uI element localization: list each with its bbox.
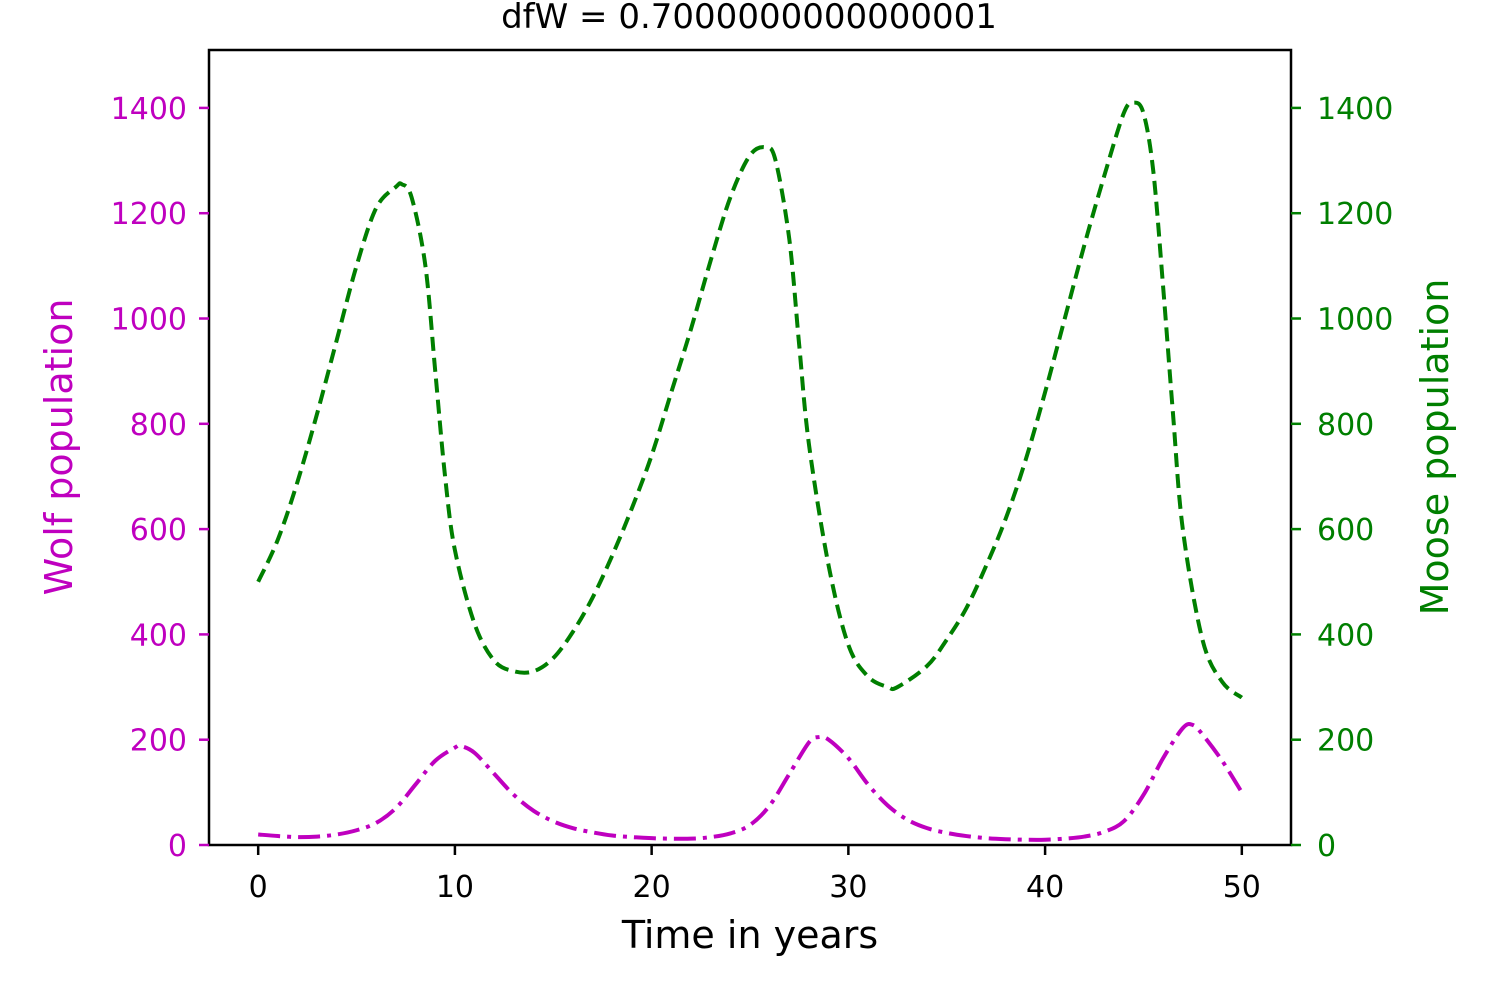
y-right-tick-label: 1400: [1317, 92, 1393, 127]
y-right-tick-label: 0: [1317, 829, 1336, 864]
y-left-tick-label: 0: [168, 829, 187, 864]
x-tick-label: 50: [1223, 870, 1261, 905]
y-right-tick-label: 200: [1317, 724, 1374, 759]
y-left-tick-label: 1000: [111, 303, 187, 338]
y-left-tick-label: 400: [130, 618, 187, 653]
chart-title: dfW = 0.7000000000000001: [501, 0, 997, 37]
x-tick-label: 10: [436, 870, 474, 905]
y-left-tick-label: 1200: [111, 197, 187, 232]
x-axis: 0 10 20 30 40 50: [249, 845, 1261, 905]
wolf-series-line: [258, 722, 1244, 842]
x-tick-label: 40: [1026, 870, 1064, 905]
y-axis-left: 0 200 400 600 800 1000 1200 1400: [111, 92, 209, 864]
y-right-tick-label: 1200: [1317, 197, 1393, 232]
y-left-tick-label: 600: [130, 513, 187, 548]
x-axis-label: Time in years: [621, 913, 878, 957]
y-axis-right-label: Moose population: [1413, 279, 1457, 616]
y-left-tick-label: 1400: [111, 92, 187, 127]
y-left-tick-label: 800: [130, 408, 187, 443]
x-tick-label: 20: [633, 870, 671, 905]
moose-series-line: [256, 100, 1244, 700]
y-axis-right: 0 200 400 600 800 1000 1200 1400: [1291, 92, 1393, 864]
x-tick-label: 30: [829, 870, 867, 905]
y-right-tick-label: 400: [1317, 618, 1374, 653]
plot-lines: [256, 100, 1244, 842]
y-left-tick-label: 200: [130, 724, 187, 759]
plot-frame: [207, 48, 1293, 847]
y-axis-left-label: Wolf population: [37, 299, 81, 596]
y-right-tick-label: 800: [1317, 408, 1374, 443]
y-right-tick-label: 1000: [1317, 303, 1393, 338]
y-right-tick-label: 600: [1317, 513, 1374, 548]
x-tick-label: 0: [249, 870, 268, 905]
